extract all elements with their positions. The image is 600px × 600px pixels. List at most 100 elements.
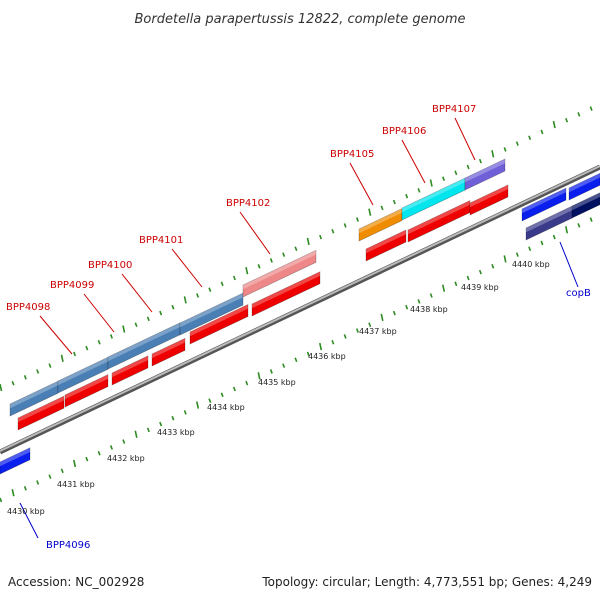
tick-inner: [319, 234, 323, 240]
tick-inner: [60, 354, 64, 362]
gene-label: BPP4099: [50, 280, 94, 291]
tick-inner: [417, 188, 421, 193]
tick-inner: [282, 252, 286, 257]
feature-cds-red: [64, 374, 109, 408]
feature-pink: [242, 249, 317, 298]
tick-inner: [565, 117, 569, 123]
feature-slate: [464, 158, 506, 191]
feature-cds-red-highlight: [18, 396, 64, 423]
gene-label: copB: [566, 288, 591, 299]
leader-line: [454, 117, 476, 161]
tick-outer: [60, 468, 64, 474]
tick-outer: [552, 234, 556, 240]
tick-inner: [245, 266, 249, 275]
tick-inner: [134, 322, 138, 328]
feature-steel-2: [57, 356, 109, 394]
tick-outer: [577, 223, 581, 228]
tick-outer: [589, 217, 593, 222]
tick-inner: [269, 258, 273, 263]
tick-outer: [208, 398, 212, 403]
tick-inner: [355, 217, 359, 222]
feature-steel-4-highlight: [180, 293, 243, 328]
tick-outer: [36, 480, 40, 485]
tick-outer: [196, 401, 200, 409]
feature-steel-4: [179, 292, 244, 336]
tick-inner: [552, 120, 556, 129]
gene-label: BPP4102: [226, 198, 270, 209]
tick-inner: [208, 287, 212, 292]
feature-slate-highlight: [465, 159, 505, 183]
tick-outer: [442, 284, 446, 292]
tick-outer: [405, 304, 409, 310]
tick-outer: [294, 357, 298, 363]
leader-line: [83, 293, 115, 333]
tick-inner: [146, 316, 150, 322]
tick-inner: [589, 106, 593, 111]
ruler-label: 4438 kbp: [410, 305, 448, 314]
gene-label: BPP4098: [6, 302, 50, 313]
tick-outer: [306, 351, 310, 357]
tick-outer: [503, 255, 507, 263]
leader-line: [559, 241, 579, 288]
feature-cyan-highlight: [402, 178, 465, 213]
feature-cds-red: [469, 184, 509, 216]
tick-inner: [442, 176, 446, 181]
tick-inner: [577, 112, 581, 117]
tick-outer: [368, 322, 372, 328]
tick-inner: [306, 237, 310, 246]
tick-inner: [454, 170, 458, 176]
leader-line: [121, 273, 153, 313]
tick-outer: [159, 421, 163, 427]
tick-outer: [528, 246, 532, 252]
tick-inner: [380, 205, 384, 211]
tick-inner: [85, 345, 89, 351]
backbone-highlight: [0, 165, 600, 452]
tick-inner: [73, 351, 77, 357]
tick-inner: [503, 147, 507, 152]
feature-pink-highlight: [243, 250, 316, 290]
tick-outer: [0, 497, 3, 503]
feature-cds-red-highlight: [65, 374, 108, 400]
tick-inner: [232, 275, 236, 281]
tick-inner: [36, 369, 40, 374]
tick-outer: [183, 410, 187, 415]
ruler-label: 4434 kbp: [207, 403, 245, 412]
ruler-label: 4437 kbp: [359, 327, 397, 336]
tick-outer: [122, 439, 126, 444]
tick-outer: [171, 415, 175, 421]
tick-outer: [331, 339, 335, 345]
feature-cyan: [401, 177, 466, 221]
feature-orange-highlight: [359, 208, 402, 234]
tick-outer: [97, 450, 101, 456]
genome-summary-text: Topology: circular; Length: 4,773,551 bp…: [261, 575, 592, 589]
tick-inner: [294, 246, 298, 252]
tick-outer: [85, 456, 89, 462]
feature-cds-red-highlight: [470, 184, 508, 208]
feature-steel-1-highlight: [10, 381, 58, 409]
feature-navy: [571, 192, 600, 219]
tick-inner: [196, 293, 200, 298]
feature-cds-red-highlight: [252, 271, 320, 309]
feature-blue-right-highlight: [522, 188, 566, 214]
tick-inner: [429, 179, 433, 187]
tick-outer: [232, 386, 236, 392]
tick-inner: [368, 208, 372, 216]
leader-line: [171, 248, 203, 288]
genome-backbone: [0, 164, 600, 455]
tick-outer: [23, 486, 27, 491]
tick-inner: [97, 339, 101, 345]
tick-outer: [146, 427, 150, 433]
tick-inner: [392, 199, 396, 205]
feature-darkslate-highlight: [526, 206, 572, 233]
tick-inner: [331, 228, 335, 234]
gene-label: BPP4096: [46, 540, 90, 551]
tick-outer: [269, 369, 273, 374]
leader-line: [19, 502, 39, 539]
feature-blue-top: [568, 172, 600, 201]
feature-cds-red: [365, 229, 407, 262]
tick-inner: [109, 334, 113, 339]
feature-cds-red: [189, 303, 249, 345]
feature-steel-2-highlight: [58, 357, 108, 386]
map-title: Bordetella parapertussis 12822, complete…: [135, 12, 466, 27]
tick-inner: [515, 141, 519, 146]
